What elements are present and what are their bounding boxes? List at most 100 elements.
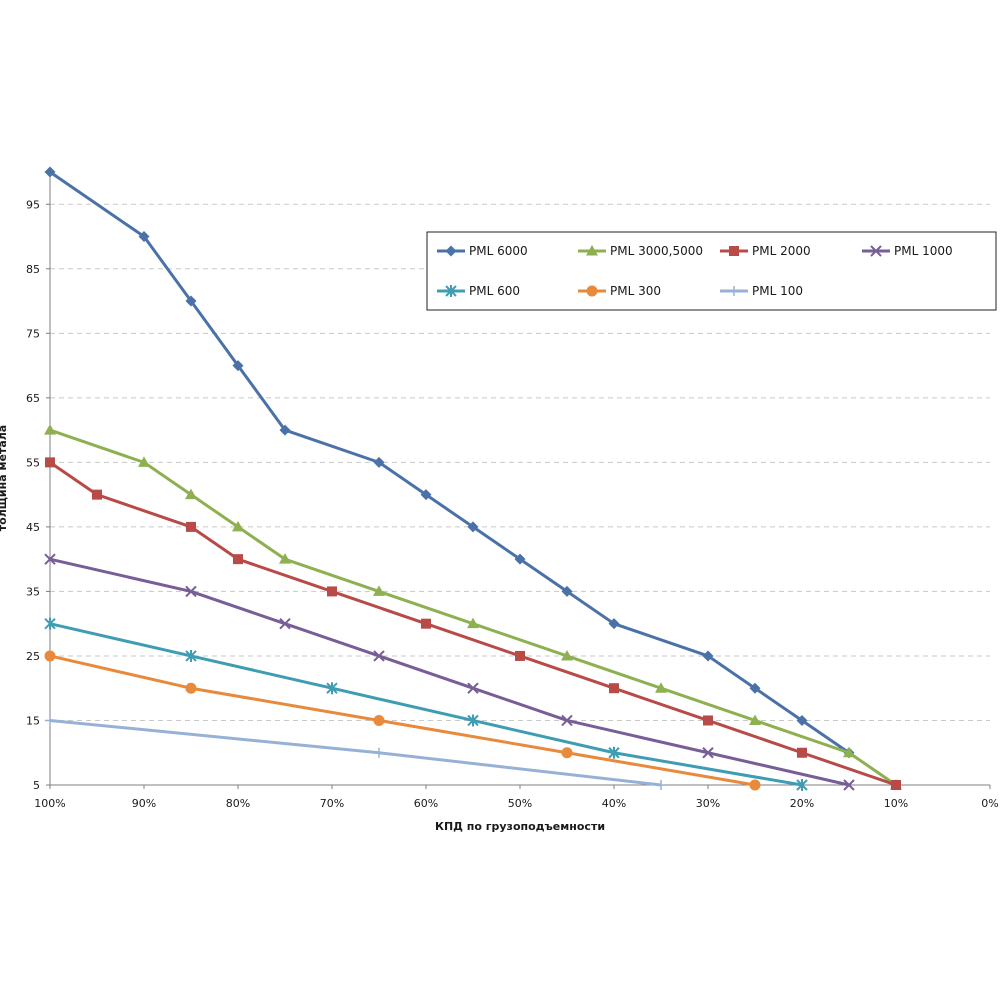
x-tick-label: 70% bbox=[320, 797, 344, 810]
data-point bbox=[44, 650, 56, 662]
data-point bbox=[233, 554, 243, 565]
legend-marker bbox=[586, 285, 598, 297]
y-tick-label: 65 bbox=[26, 392, 40, 405]
data-point bbox=[796, 779, 808, 791]
data-point bbox=[655, 682, 667, 693]
series-pml-300 bbox=[44, 650, 761, 791]
data-point bbox=[45, 457, 55, 468]
data-point bbox=[561, 714, 573, 727]
data-point bbox=[467, 521, 479, 533]
series-pml-2000 bbox=[45, 457, 901, 790]
y-axis-title: толщина метала bbox=[0, 425, 9, 531]
y-tick-label: 85 bbox=[26, 263, 40, 276]
series-line-pml-1000 bbox=[49, 557, 850, 787]
series-pml-1000 bbox=[44, 553, 855, 791]
legend-marker bbox=[729, 246, 739, 256]
data-point bbox=[420, 489, 432, 501]
data-point bbox=[843, 746, 855, 758]
data-point bbox=[609, 683, 619, 694]
data-point bbox=[421, 618, 431, 629]
series-line-pml-600 bbox=[49, 622, 803, 787]
legend-label: PML 600 bbox=[469, 284, 520, 298]
x-tick-label: 20% bbox=[790, 797, 814, 810]
data-point bbox=[373, 456, 385, 468]
y-tick-label: 5 bbox=[33, 779, 40, 792]
data-point bbox=[185, 682, 197, 694]
data-point bbox=[373, 585, 385, 596]
data-point bbox=[44, 166, 56, 178]
data-point bbox=[702, 747, 714, 759]
data-point bbox=[138, 456, 150, 467]
data-point bbox=[467, 682, 479, 694]
data-point bbox=[515, 650, 525, 661]
data-point bbox=[891, 780, 901, 790]
legend-label: PML 6000 bbox=[469, 244, 528, 258]
series-pml-3000-5000 bbox=[44, 424, 902, 790]
x-tick-label: 80% bbox=[226, 797, 250, 810]
data-point bbox=[326, 682, 338, 695]
y-tick-label: 15 bbox=[26, 714, 40, 727]
data-point bbox=[467, 617, 479, 629]
data-point bbox=[749, 682, 761, 694]
legend: PML 6000 PML 3000,5000 PML 2000 PML 1000 PML… bbox=[426, 231, 997, 311]
data-point bbox=[279, 617, 291, 630]
data-point bbox=[702, 650, 714, 662]
data-point bbox=[749, 714, 761, 725]
data-point bbox=[92, 489, 102, 500]
data-point bbox=[608, 746, 620, 759]
data-point bbox=[186, 521, 196, 532]
series-line-pml-3000-5000 bbox=[49, 428, 897, 787]
data-point bbox=[232, 520, 244, 532]
legend-box bbox=[426, 231, 997, 311]
data-point bbox=[185, 649, 197, 662]
data-point bbox=[608, 618, 620, 630]
data-point bbox=[374, 747, 384, 758]
legend-item: PML 6000 bbox=[437, 244, 528, 258]
data-point bbox=[45, 715, 55, 726]
legend-marker bbox=[870, 245, 882, 257]
x-tick-label: 30% bbox=[696, 797, 720, 810]
data-point bbox=[561, 649, 573, 661]
data-point bbox=[327, 586, 337, 597]
legend-item: PML 300 bbox=[578, 284, 661, 298]
data-point bbox=[703, 715, 713, 726]
legend-marker bbox=[445, 285, 457, 297]
legend-item: PML 2000 bbox=[720, 244, 811, 258]
y-tick-label: 75 bbox=[26, 327, 40, 340]
x-axis-title: КПД по грузоподъемности bbox=[435, 820, 605, 833]
y-tick-label: 95 bbox=[26, 198, 40, 211]
legend-item: PML 3000,5000 bbox=[578, 244, 703, 258]
series-pml-100 bbox=[45, 715, 666, 790]
y-tick-labels: 5 15 25 35 45 55 65 75 85 95 bbox=[26, 198, 40, 792]
legend-label: PML 1000 bbox=[894, 244, 953, 258]
legend-marker bbox=[445, 245, 457, 257]
x-tick-label: 50% bbox=[508, 797, 532, 810]
y-tick-label: 55 bbox=[26, 456, 40, 469]
data-point bbox=[138, 231, 150, 243]
data-point bbox=[749, 779, 761, 791]
x-tick-label: 100% bbox=[34, 797, 65, 810]
x-tick-label: 40% bbox=[602, 797, 626, 810]
data-point bbox=[44, 553, 56, 565]
data-point bbox=[279, 424, 291, 436]
y-tick-label: 35 bbox=[26, 585, 40, 598]
data-point bbox=[185, 585, 197, 598]
y-tick-label: 45 bbox=[26, 521, 40, 534]
data-point bbox=[185, 488, 197, 500]
series-pml-600 bbox=[44, 617, 808, 791]
data-point bbox=[561, 585, 573, 597]
legend-label: PML 300 bbox=[610, 284, 661, 298]
data-point bbox=[514, 553, 526, 565]
data-point bbox=[843, 779, 855, 791]
series-pml-6000 bbox=[44, 166, 855, 759]
data-point bbox=[796, 714, 808, 726]
x-tick-label: 10% bbox=[884, 797, 908, 810]
series-group bbox=[44, 166, 902, 791]
legend-marker bbox=[729, 286, 739, 296]
data-point bbox=[561, 747, 573, 759]
legend-item: PML 1000 bbox=[862, 244, 953, 258]
data-point bbox=[232, 360, 244, 372]
data-point bbox=[467, 714, 479, 727]
y-tick-label: 25 bbox=[26, 650, 40, 663]
